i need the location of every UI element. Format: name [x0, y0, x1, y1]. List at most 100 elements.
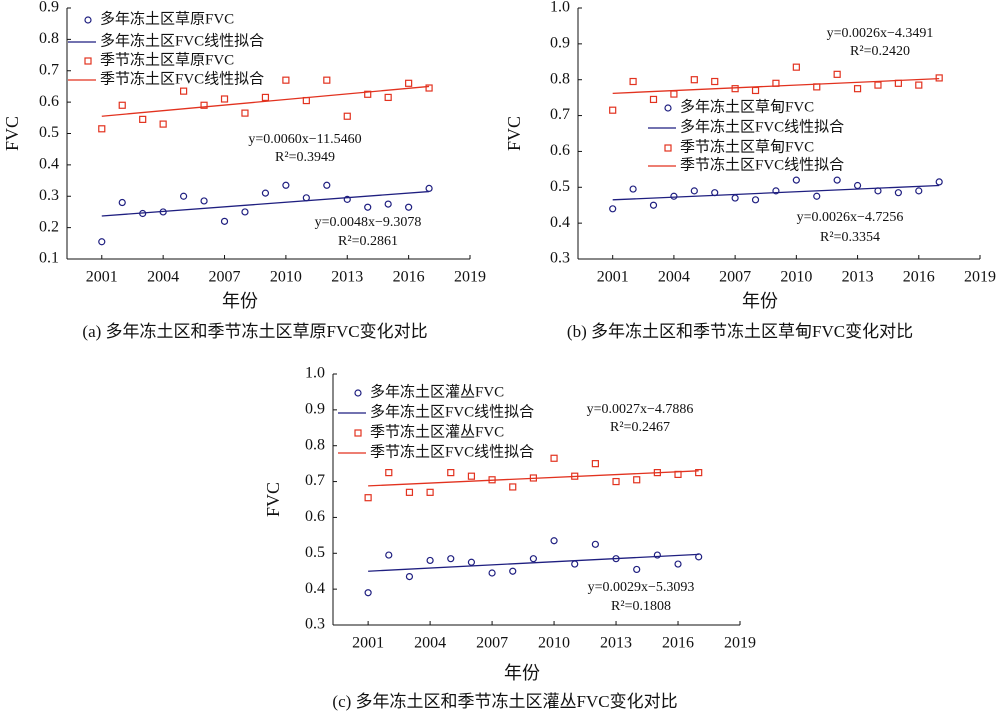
y-tick-label: 0.9: [39, 0, 59, 16]
data-point: [690, 187, 698, 195]
fit-equation: R²=0.2420: [850, 44, 910, 59]
data-point: [792, 63, 800, 71]
data-point: [731, 85, 739, 93]
y-tick-label: 0.6: [305, 508, 325, 525]
data-point: [629, 185, 637, 193]
data-point: [447, 469, 455, 477]
legend-symbol: [84, 57, 92, 65]
data-point: [426, 556, 434, 565]
data-point: [629, 77, 637, 86]
y-tick-label: 0.8: [39, 30, 59, 47]
fit-equation: y=0.0026x−4.7256: [797, 210, 904, 225]
fit-equation: R²=0.2467: [610, 420, 670, 435]
data-point: [343, 195, 351, 203]
data-point: [550, 454, 558, 462]
fit-equation: R²=0.3949: [275, 150, 335, 165]
data-point: [609, 205, 617, 213]
y-tick-label: 1.0: [305, 365, 325, 382]
fit-equation: R²=0.1808: [611, 599, 671, 614]
data-point: [159, 120, 167, 128]
data-point: [653, 551, 661, 559]
fit-equation: y=0.0027x−4.7886: [587, 402, 694, 417]
y-tick-label: 0.5: [305, 544, 325, 561]
data-point: [792, 176, 800, 184]
data-point: [853, 181, 862, 190]
y-tick-label: 0.7: [39, 61, 59, 78]
y-axis-label: FVC: [504, 116, 524, 151]
data-point: [670, 192, 678, 200]
data-point: [180, 87, 188, 95]
y-tick-label: 0.3: [39, 187, 59, 204]
x-tick-label: 2016: [393, 269, 425, 286]
data-point: [609, 106, 617, 114]
data-point: [364, 203, 372, 211]
data-point: [405, 572, 414, 581]
data-point: [180, 192, 188, 200]
x-tick-label: 2001: [352, 635, 384, 652]
data-point: [425, 184, 433, 193]
y-tick-label: 0.1: [39, 250, 59, 267]
y-tick-label: 0.8: [550, 70, 570, 87]
fit-equation: y=0.0060x−11.5460: [248, 132, 361, 147]
x-tick-label: 2019: [454, 269, 486, 286]
data-point: [426, 488, 434, 496]
data-point: [935, 74, 943, 82]
data-point: [550, 537, 558, 545]
fit-line: [101, 190, 430, 217]
data-point: [591, 460, 599, 468]
data-point: [591, 540, 599, 548]
data-point: [261, 189, 270, 197]
y-tick-label: 0.3: [550, 250, 570, 267]
data-point: [772, 187, 780, 195]
legend-label: 季节冻土区草原FVC: [100, 50, 234, 68]
data-point: [612, 477, 620, 486]
data-point: [935, 178, 943, 186]
data-point: [241, 109, 249, 117]
x-axis-label: 年份: [504, 663, 540, 683]
y-tick-label: 0.4: [550, 214, 570, 231]
data-point: [695, 553, 703, 561]
data-point: [488, 569, 496, 577]
x-tick-label: 2007: [476, 635, 508, 652]
data-point: [323, 181, 331, 189]
data-point: [364, 90, 372, 98]
data-point: [509, 483, 517, 491]
data-point: [323, 76, 331, 84]
data-point: [261, 93, 270, 102]
x-tick-label: 2004: [658, 269, 690, 286]
data-point: [343, 112, 351, 120]
legend-label: 季节冻土区灌丛FVC: [370, 422, 504, 440]
data-point: [674, 560, 682, 568]
x-tick-label: 2010: [780, 269, 812, 286]
fit-equation: R²=0.3354: [820, 230, 880, 245]
chart-caption: (c) 多年冻土区和季节冻土区灌丛FVC变化对比: [332, 692, 677, 711]
y-tick-label: 0.8: [305, 436, 325, 453]
data-point: [509, 567, 517, 575]
data-point: [220, 217, 229, 225]
data-point: [467, 472, 476, 480]
chart-caption: (b) 多年冻土区和季节冻土区草甸FVC变化对比: [567, 322, 913, 341]
data-point: [220, 95, 229, 103]
x-tick-label: 2004: [414, 635, 446, 652]
data-point: [139, 115, 147, 123]
data-point: [833, 70, 841, 78]
legend-label: 多年冻土区FVC线性拟合: [680, 117, 844, 135]
y-tick-label: 0.3: [305, 616, 325, 633]
data-point: [649, 95, 658, 104]
data-point: [633, 565, 641, 574]
data-point: [813, 192, 821, 200]
x-tick-label: 2010: [538, 635, 570, 652]
x-tick-label: 2019: [724, 635, 756, 652]
x-tick-label: 2001: [597, 269, 629, 286]
legend-label: 多年冻土区草甸FVC: [680, 97, 814, 115]
data-point: [571, 560, 579, 568]
x-axis-label: 年份: [222, 291, 258, 311]
data-point: [695, 469, 703, 477]
x-tick-label: 2016: [903, 269, 935, 286]
x-tick-label: 2004: [147, 269, 179, 286]
data-point: [118, 198, 126, 207]
fit-line: [612, 77, 940, 94]
data-point: [751, 86, 760, 95]
y-tick-label: 0.4: [39, 156, 59, 173]
